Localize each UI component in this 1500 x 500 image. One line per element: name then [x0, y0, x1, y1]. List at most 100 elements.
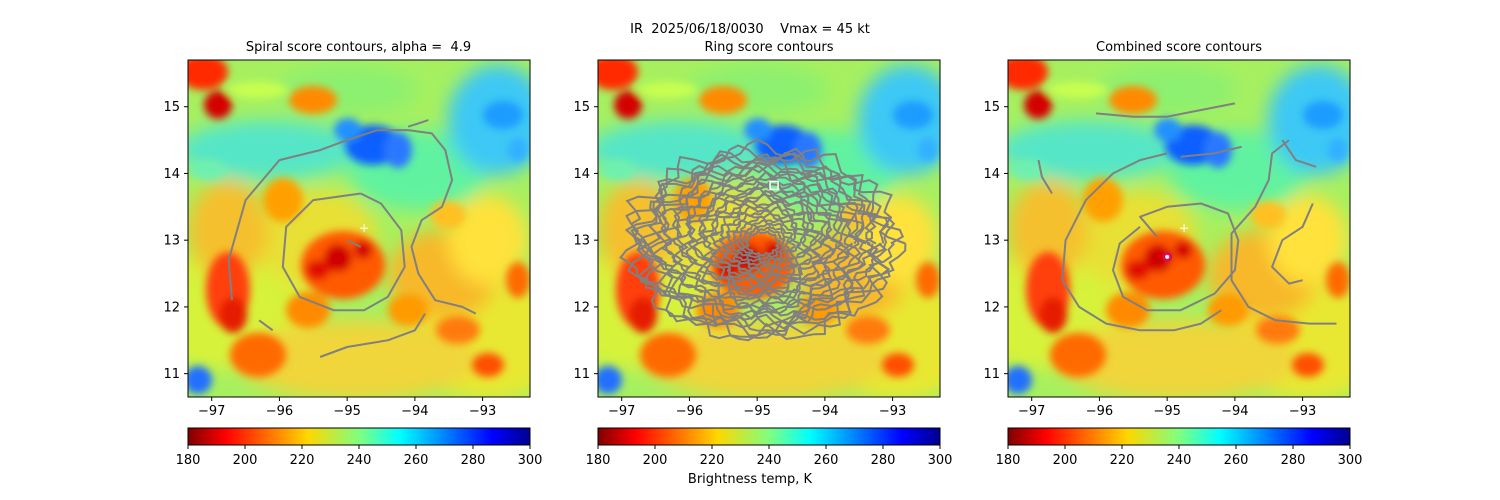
x-tick-label: −94 [1221, 404, 1248, 419]
ring-center-marker [769, 180, 779, 191]
panel-ring: −97 −96 −95 −94 −93 11 12 13 14 15 [548, 54, 978, 419]
colorbar-tick-label: 280 [871, 453, 896, 468]
colorbar-gradient [187, 427, 531, 446]
y-tick-label: 11 [983, 367, 1000, 382]
ring-contour-line [672, 178, 850, 305]
ring-contour-line [709, 205, 817, 281]
ring-contours [619, 138, 907, 342]
x-tick-label: −96 [1086, 404, 1113, 419]
spiral-markers [360, 224, 369, 233]
spiral-contours [227, 119, 477, 358]
colorbar-3: 180 200 220 240 260 280 300 [996, 427, 1362, 468]
y-tick-label: 12 [163, 300, 180, 315]
x-tick-label: −95 [743, 404, 770, 419]
colorbar-ticks: 180 200 220 240 260 280 300 [996, 445, 1362, 468]
colorbar-tick-label: 240 [757, 453, 782, 468]
colorbar-tick-label: 240 [1167, 453, 1192, 468]
contour-line [319, 313, 426, 358]
y-tick-label: 14 [983, 167, 1000, 182]
heatmap-spiral [138, 54, 568, 400]
y-tick-label: 11 [573, 367, 590, 382]
colorbar-tick-label: 260 [404, 453, 429, 468]
ring-contour-line [624, 147, 896, 337]
colorbar-tick-label: 200 [643, 453, 668, 468]
ring-contour-line [685, 186, 844, 298]
contour-line [346, 239, 362, 248]
x-tick-label: −96 [676, 404, 703, 419]
contour-line [1180, 145, 1242, 158]
brightness-field [958, 54, 1388, 400]
colorbar-1: 180 200 220 240 260 280 300 [176, 427, 542, 468]
colorbar-tick-label: 200 [1053, 453, 1078, 468]
x-tick-label: −93 [879, 404, 906, 419]
x-tick-label: −94 [811, 404, 838, 419]
contour-line [407, 119, 429, 128]
ring-contour-line [619, 138, 907, 342]
ring-contour-line [646, 161, 879, 323]
ring-contour-line [636, 153, 888, 330]
y-tick-label: 14 [573, 167, 590, 182]
colorbar-ticks: 180 200 220 240 260 280 300 [176, 445, 542, 468]
colorbar-ticks: 180 200 220 240 260 280 300 [586, 445, 953, 468]
colorbar-tick-label: 180 [176, 453, 201, 468]
contour-line [1061, 152, 1222, 332]
spiral-axis-ticks: −97 −96 −95 −94 −93 11 12 13 14 15 [163, 100, 496, 419]
panel-combined: −97 −96 −95 −94 −93 11 12 13 14 15 [958, 54, 1388, 419]
x-tick-label: −96 [266, 404, 293, 419]
ring-contour-line [697, 198, 828, 288]
x-tick-label: −95 [1153, 404, 1180, 419]
colorbar-tick-label: 260 [1224, 453, 1249, 468]
combined-contours [1037, 102, 1337, 332]
x-tick-label: −97 [608, 404, 635, 419]
y-tick-label: 13 [573, 234, 590, 249]
colorbar-tick-label: 260 [814, 453, 839, 468]
colorbar-tick-label: 220 [1110, 453, 1135, 468]
heatmap-ring [548, 54, 978, 400]
ring-contour-line [738, 226, 786, 260]
combined-axis-ticks: −97 −96 −95 −94 −93 11 12 13 14 15 [983, 100, 1316, 419]
colorbar-gradient [1007, 427, 1351, 446]
y-tick-label: 12 [573, 300, 590, 315]
combined-center-dot [1165, 254, 1170, 259]
figure-suptitle: IR 2025/06/18/0030 Vmax = 45 kt [630, 22, 870, 37]
contour-line [1271, 203, 1314, 285]
y-tick-label: 15 [163, 100, 180, 115]
combined-markers [1162, 224, 1189, 262]
colorbar-tick-label: 220 [290, 453, 315, 468]
contour-line [227, 129, 477, 315]
y-tick-label: 15 [983, 100, 1000, 115]
contour-line [1230, 139, 1337, 325]
y-tick-label: 12 [983, 300, 1000, 315]
colorbar-tick-label: 300 [928, 453, 953, 468]
colorbar-tick-label: 240 [347, 453, 372, 468]
x-tick-label: −97 [1018, 404, 1045, 419]
panel-spiral: −97 −96 −95 −94 −93 11 12 13 14 15 [138, 54, 568, 419]
combined-center-marker [1162, 251, 1173, 262]
colorbar-tick-label: 280 [1281, 453, 1306, 468]
contour-line [1112, 202, 1240, 312]
axes-frame [597, 59, 941, 398]
y-tick-label: 13 [163, 234, 180, 249]
axes-frame [1007, 59, 1351, 398]
ring-markers [769, 180, 779, 191]
ring-contour-line [651, 164, 874, 321]
ring-contour-line [655, 170, 865, 315]
heatmap-combined [958, 54, 1388, 400]
colorbar-label: Brightness temp, K [687, 472, 813, 487]
colorbar-tick-label: 280 [461, 453, 486, 468]
panel-title-combined: Combined score contours [1096, 40, 1262, 55]
colorbar-2: 180 200 220 240 260 280 300 [586, 427, 953, 468]
ring-axis-ticks: −97 −96 −95 −94 −93 11 12 13 14 15 [573, 100, 906, 419]
y-tick-label: 11 [163, 367, 180, 382]
contour-line [281, 192, 406, 312]
colorbar-tick-label: 180 [586, 453, 611, 468]
y-tick-label: 15 [573, 100, 590, 115]
colorbar-tick-label: 220 [700, 453, 725, 468]
brightness-field [138, 54, 568, 400]
contour-line [1281, 139, 1317, 168]
colorbar-tick-label: 200 [233, 453, 258, 468]
x-tick-label: −95 [333, 404, 360, 419]
colorbar-gradient [597, 427, 941, 446]
x-tick-label: −93 [1289, 404, 1316, 419]
